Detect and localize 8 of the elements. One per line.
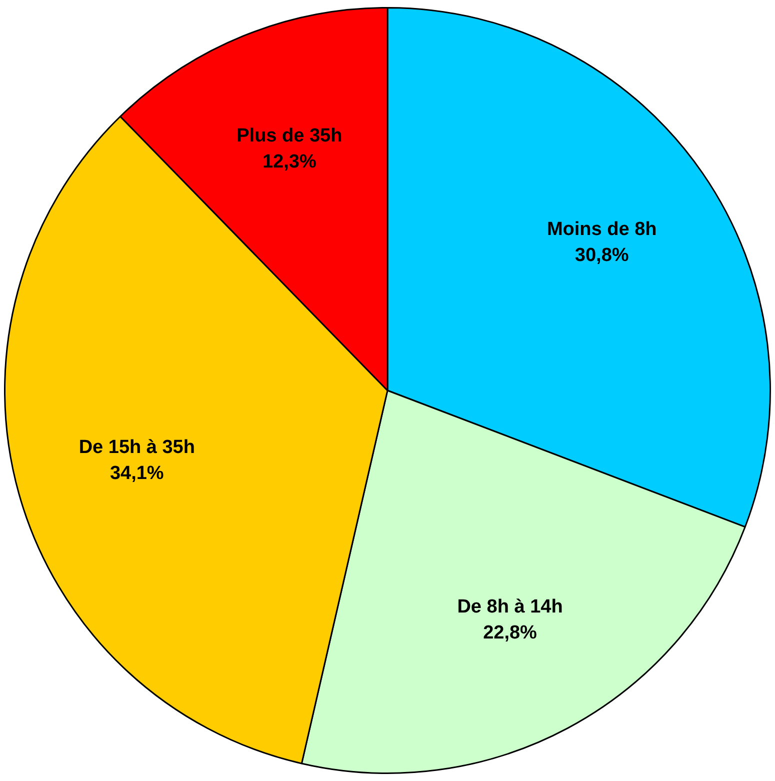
slice-label: De 8h à 14h xyxy=(457,596,563,618)
data-label: 12,3% xyxy=(262,152,316,173)
data-label: 30,8% xyxy=(574,245,629,266)
slice-label: De 15h à 35h xyxy=(78,436,195,458)
data-label: 22,8% xyxy=(483,622,538,644)
data-label: 34,1% xyxy=(110,462,164,484)
slice-label: Moins de 8h xyxy=(546,219,657,240)
slice-label: Plus de 35h xyxy=(236,126,342,147)
